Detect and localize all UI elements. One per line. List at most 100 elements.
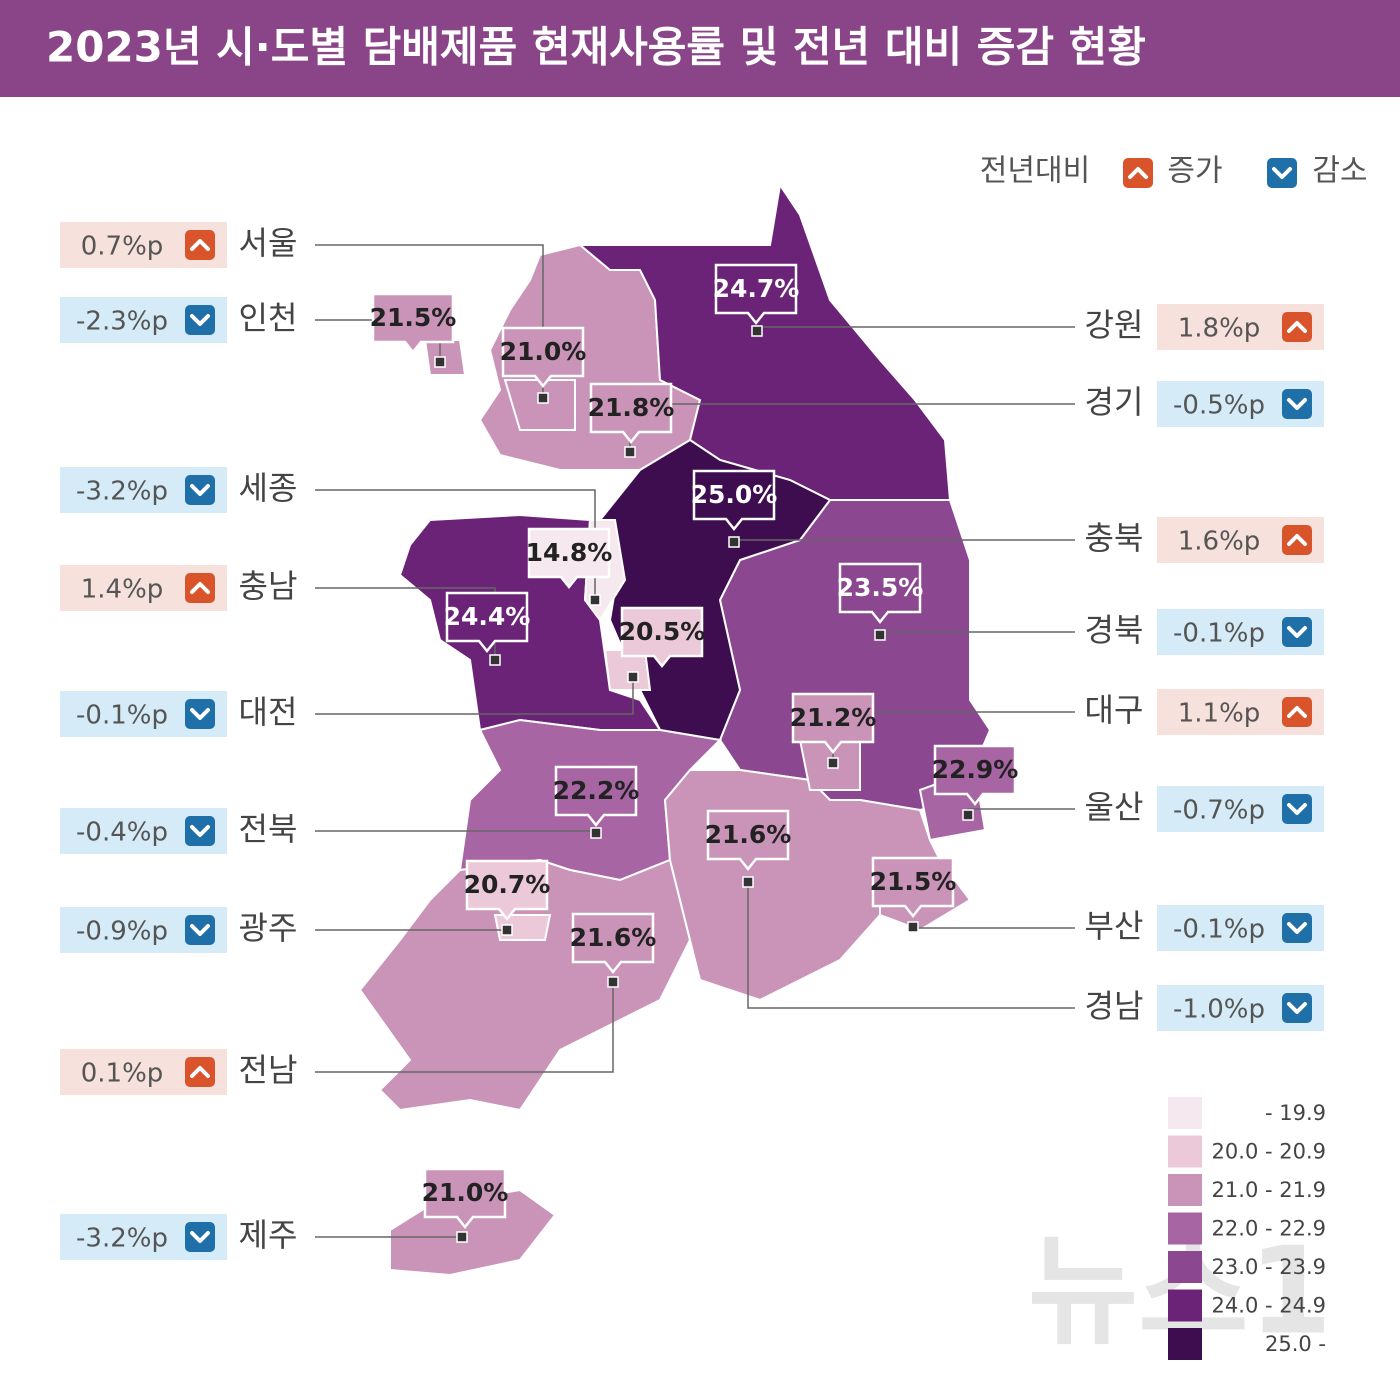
change-icon <box>185 816 215 846</box>
change-icon <box>1282 794 1312 824</box>
change-icon-arrow <box>190 582 210 594</box>
change-icon-arrow <box>1287 803 1307 815</box>
change-icon-arrow <box>190 924 210 936</box>
change-icon <box>185 475 215 505</box>
region-name: 세종 <box>239 469 298 507</box>
change-icon-arrow <box>190 825 210 837</box>
change-label: -0.1%p <box>76 701 168 731</box>
rate-bubble <box>501 326 585 389</box>
anchor-marker <box>590 827 602 839</box>
change-label: -1.0%p <box>1173 995 1265 1025</box>
anchor-marker <box>537 392 549 404</box>
legend-decrease: 감소 <box>1312 154 1367 189</box>
region-name: 충북 <box>1085 519 1144 557</box>
rate-label: 22.9% <box>932 755 1019 784</box>
change-icon <box>185 573 215 603</box>
change-label: -0.9%p <box>76 917 168 947</box>
scale-label: 21.0 - 21.9 <box>1212 1178 1326 1202</box>
change-label: -0.5%p <box>1173 391 1265 421</box>
region-name: 대전 <box>239 693 298 731</box>
rate-label: 14.8% <box>526 538 613 567</box>
change-label: 1.1%p <box>1178 699 1261 729</box>
rate-label: 21.0% <box>500 337 587 366</box>
change-icon-arrow <box>190 239 210 251</box>
region-name: 강원 <box>1085 306 1144 344</box>
rate-bubble <box>791 692 875 755</box>
change-label: 1.6%p <box>1178 527 1261 557</box>
rate-bubble <box>871 856 955 919</box>
change-label: 0.7%p <box>81 232 164 262</box>
change-icon-arrow <box>1287 706 1307 718</box>
change-label: -2.3%p <box>76 307 168 337</box>
change-label: -3.2%p <box>76 1224 168 1254</box>
change-icon <box>185 230 215 260</box>
change-label: -0.1%p <box>1173 915 1265 945</box>
rate-label: 21.5% <box>370 303 457 332</box>
region-name: 제주 <box>239 1216 298 1254</box>
rate-bubble <box>423 1167 507 1230</box>
change-icon <box>1282 617 1312 647</box>
change-icon <box>185 699 215 729</box>
region-name: 인천 <box>239 299 298 337</box>
rate-label: 23.5% <box>837 573 924 602</box>
rate-bubble <box>445 591 529 654</box>
change-icon-arrow <box>190 708 210 720</box>
region-name: 부산 <box>1085 907 1144 945</box>
anchor-marker <box>456 1231 468 1243</box>
change-icon <box>1282 697 1312 727</box>
change-icon-arrow <box>190 1066 210 1078</box>
map <box>358 182 992 1277</box>
anchor-marker <box>501 924 513 936</box>
region-shape <box>503 379 576 431</box>
change-icon-arrow <box>1287 1002 1307 1014</box>
anchor-marker <box>874 629 886 641</box>
change-label: -0.4%p <box>76 818 168 848</box>
rate-bubble <box>554 765 638 828</box>
change-icon-arrow <box>190 484 210 496</box>
change-icon <box>1282 993 1312 1023</box>
scale-swatch <box>1168 1174 1202 1206</box>
change-icon-arrow <box>1287 922 1307 934</box>
title: 2023년 시·도별 담배제품 현재사용률 및 전년 대비 증감 현황 <box>46 23 1146 72</box>
change-icon <box>185 1057 215 1087</box>
anchor-marker <box>962 809 974 821</box>
scale-swatch <box>1168 1212 1202 1245</box>
region-name: 경기 <box>1085 383 1144 421</box>
rate-label: 24.7% <box>713 274 800 303</box>
rate-label: 22.2% <box>553 776 640 805</box>
legend-title: 전년대비 <box>980 154 1090 189</box>
change-icon-arrow <box>1287 626 1307 638</box>
annotations: 0.7%p 서울 21.0% -2.3%p 인천 21.5% -3.2%p 세종 14.8% 1.… <box>60 154 1368 1362</box>
change-label: 0.1%p <box>81 1059 164 1089</box>
change-icon <box>1282 525 1312 555</box>
region-name: 울산 <box>1085 788 1144 826</box>
change-label: 1.4%p <box>81 575 164 605</box>
scale-label: 24.0 - 24.9 <box>1212 1294 1326 1318</box>
change-icon-arrow <box>1287 321 1307 333</box>
rate-label: 20.7% <box>464 870 551 899</box>
rate-label: 21.5% <box>870 867 957 896</box>
rate-bubble <box>838 562 922 625</box>
region-name: 대구 <box>1085 691 1144 729</box>
rate-label: 21.2% <box>790 703 877 732</box>
region-name: 충남 <box>239 567 298 605</box>
scale-swatch <box>1168 1289 1202 1322</box>
change-label: 1.8%p <box>1178 314 1261 344</box>
change-label: -0.1%p <box>1173 619 1265 649</box>
legend-icon-arrow <box>1128 167 1148 179</box>
region-name: 경남 <box>1085 987 1144 1025</box>
rate-label: 20.5% <box>619 617 706 646</box>
scale-label: 23.0 - 23.9 <box>1212 1255 1326 1279</box>
scale-swatch <box>1168 1097 1202 1129</box>
anchor-marker <box>627 671 639 683</box>
change-icon <box>185 915 215 945</box>
scale-swatch <box>1168 1251 1202 1283</box>
scale-label: 25.0 - <box>1265 1332 1326 1356</box>
region-name: 전남 <box>239 1051 298 1089</box>
rate-bubble <box>714 263 798 326</box>
change-icon <box>185 305 215 335</box>
anchor-marker <box>907 921 919 933</box>
rate-bubble <box>571 912 655 975</box>
rate-bubble <box>706 809 790 872</box>
